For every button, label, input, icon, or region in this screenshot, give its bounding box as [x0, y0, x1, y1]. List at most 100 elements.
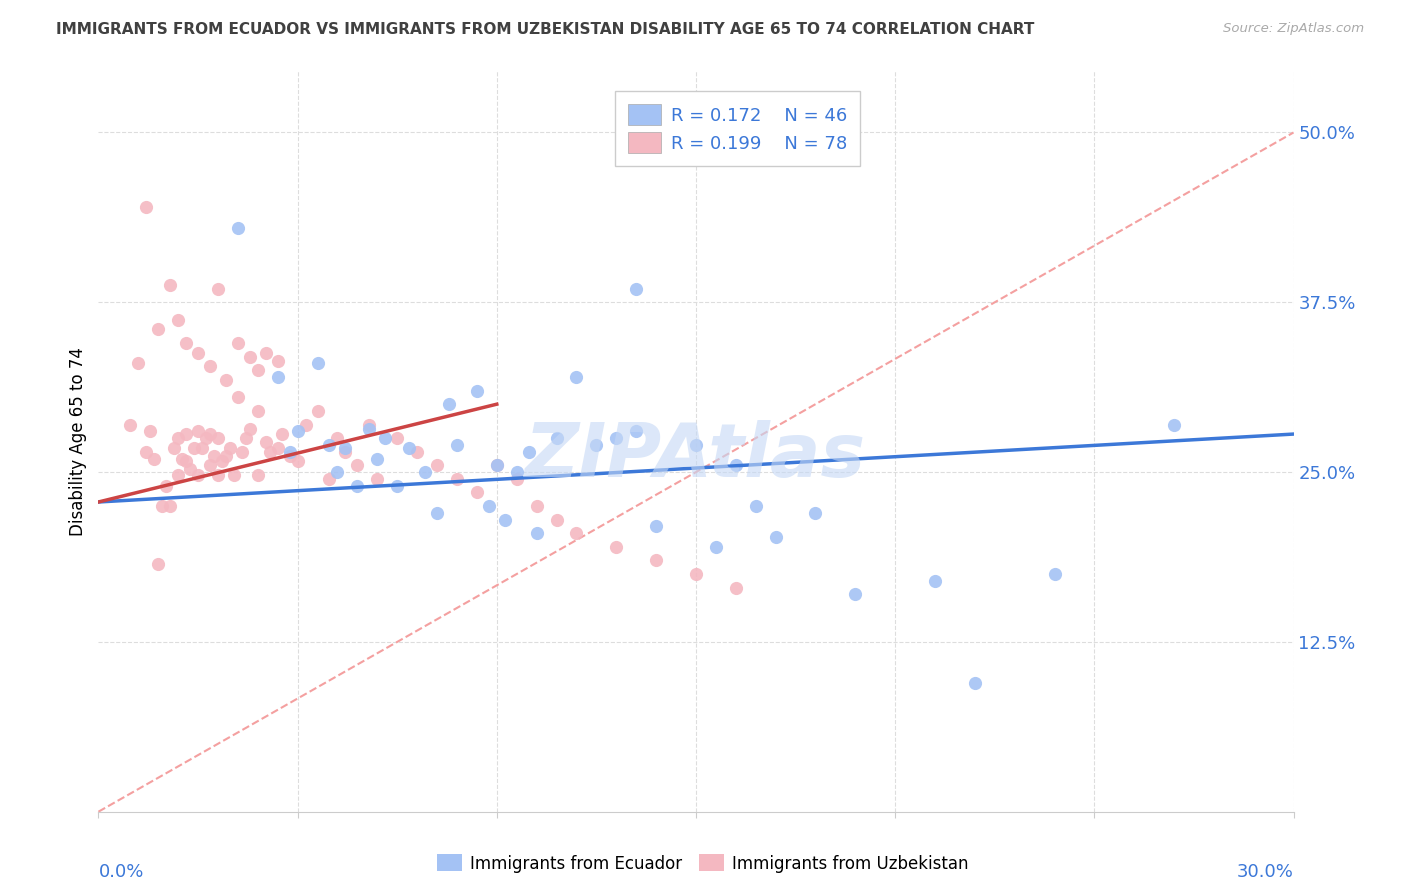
- Legend: R = 0.172    N = 46, R = 0.199    N = 78: R = 0.172 N = 46, R = 0.199 N = 78: [616, 92, 860, 166]
- Point: [506, 465, 529, 479]
- Point: [135, 200, 157, 214]
- Point: [239, 422, 262, 436]
- Point: [485, 458, 508, 473]
- Point: [207, 467, 229, 482]
- Point: [494, 513, 516, 527]
- Point: [231, 444, 253, 458]
- Point: [645, 519, 668, 533]
- Point: [963, 675, 986, 690]
- Point: [626, 282, 648, 296]
- Point: [179, 462, 201, 476]
- Point: [374, 431, 396, 445]
- Point: [287, 454, 309, 468]
- Point: [446, 438, 468, 452]
- Point: [517, 444, 540, 458]
- Point: [174, 336, 197, 351]
- Point: [765, 530, 787, 544]
- Point: [426, 458, 449, 473]
- Point: [465, 384, 488, 398]
- Point: [437, 397, 460, 411]
- Point: [207, 431, 229, 445]
- Point: [605, 431, 627, 445]
- Point: [1043, 566, 1066, 581]
- Point: [219, 441, 242, 455]
- Point: [235, 431, 257, 445]
- Point: [246, 363, 269, 377]
- Point: [211, 454, 233, 468]
- Point: [359, 417, 381, 432]
- Point: [526, 499, 548, 513]
- Point: [167, 431, 190, 445]
- Point: [724, 581, 747, 595]
- Point: [346, 478, 368, 492]
- Point: [645, 553, 668, 567]
- Text: ZIPAtlas: ZIPAtlas: [526, 420, 866, 493]
- Point: [318, 472, 340, 486]
- Point: [183, 441, 205, 455]
- Point: [139, 425, 162, 439]
- Point: [195, 431, 218, 445]
- Point: [270, 427, 292, 442]
- Text: 30.0%: 30.0%: [1237, 863, 1294, 881]
- Point: [148, 322, 170, 336]
- Point: [359, 422, 381, 436]
- Point: [704, 540, 727, 554]
- Point: [207, 282, 229, 296]
- Point: [198, 359, 221, 373]
- Point: [924, 574, 946, 588]
- Point: [191, 441, 214, 455]
- Point: [239, 350, 262, 364]
- Point: [159, 277, 181, 292]
- Point: [267, 353, 290, 368]
- Point: [294, 417, 316, 432]
- Point: [565, 526, 588, 541]
- Point: [226, 391, 249, 405]
- Point: [287, 425, 309, 439]
- Point: [546, 513, 568, 527]
- Point: [222, 467, 245, 482]
- Point: [335, 444, 357, 458]
- Point: [163, 441, 186, 455]
- Text: Source: ZipAtlas.com: Source: ZipAtlas.com: [1223, 22, 1364, 36]
- Point: [187, 467, 209, 482]
- Point: [398, 441, 420, 455]
- Point: [346, 458, 368, 473]
- Point: [267, 370, 290, 384]
- Point: [246, 404, 269, 418]
- Point: [159, 499, 181, 513]
- Point: [465, 485, 488, 500]
- Point: [143, 451, 166, 466]
- Point: [326, 465, 349, 479]
- Point: [446, 472, 468, 486]
- Point: [318, 438, 340, 452]
- Point: [526, 526, 548, 541]
- Point: [174, 454, 197, 468]
- Point: [335, 441, 357, 455]
- Text: 0.0%: 0.0%: [98, 863, 143, 881]
- Point: [120, 417, 142, 432]
- Point: [215, 373, 238, 387]
- Point: [150, 499, 173, 513]
- Point: [585, 438, 607, 452]
- Point: [413, 465, 436, 479]
- Point: [804, 506, 827, 520]
- Point: [307, 404, 329, 418]
- Point: [406, 444, 429, 458]
- Point: [724, 458, 747, 473]
- Point: [605, 540, 627, 554]
- Point: [326, 431, 349, 445]
- Point: [745, 499, 768, 513]
- Point: [478, 499, 501, 513]
- Point: [226, 336, 249, 351]
- Point: [267, 441, 290, 455]
- Point: [155, 478, 177, 492]
- Point: [198, 427, 221, 442]
- Point: [366, 451, 388, 466]
- Point: [226, 220, 249, 235]
- Point: [198, 458, 221, 473]
- Point: [546, 431, 568, 445]
- Point: [1163, 417, 1185, 432]
- Point: [187, 345, 209, 359]
- Point: [844, 587, 866, 601]
- Point: [135, 444, 157, 458]
